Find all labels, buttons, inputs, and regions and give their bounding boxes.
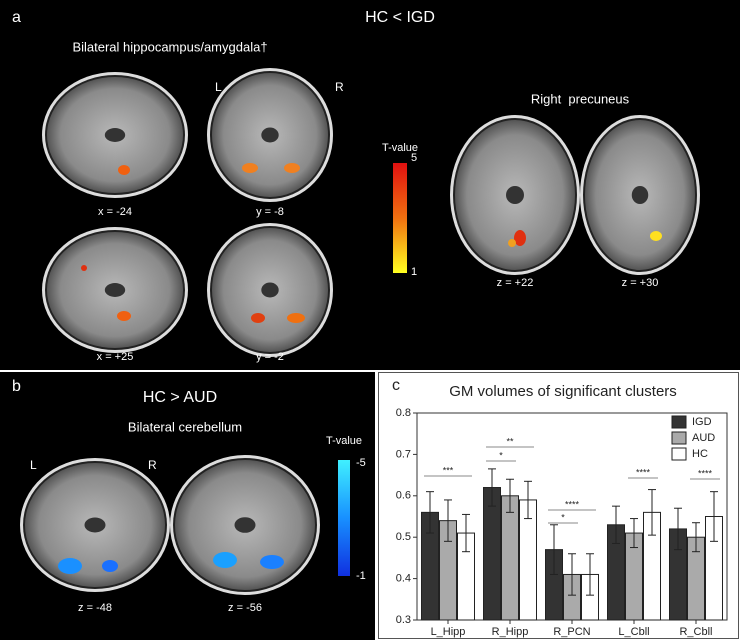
legend-swatch [671, 447, 687, 461]
activation-blob [58, 558, 82, 574]
bar [501, 495, 519, 621]
y-tick-label: 0.7 [396, 448, 411, 460]
ventricle [261, 127, 279, 143]
significance-label: *** [443, 465, 454, 475]
activation-blob [650, 231, 662, 241]
activation-blob [287, 313, 305, 323]
colorbar-label: T-value [326, 435, 362, 447]
y-tick-label: 0.4 [396, 573, 411, 585]
legend-label: AUD [692, 432, 715, 444]
slice-caption: z = +22 [497, 277, 534, 289]
slice-caption: z = -48 [78, 602, 112, 614]
activation-blob [251, 313, 265, 323]
ventricle [234, 517, 256, 533]
x-tick-label: L_Cbll [618, 626, 649, 638]
x-tick-label: R_PCN [553, 626, 590, 638]
ventricle [84, 517, 106, 533]
colorbar-tick: 5 [411, 152, 417, 164]
legend-label: HC [692, 448, 708, 460]
region-title: Right precuneus [531, 91, 630, 106]
y-tick-label: 0.8 [396, 407, 411, 419]
significance-label: * [499, 450, 503, 460]
bar [483, 487, 501, 621]
y-tick-label: 0.3 [396, 614, 411, 626]
activation-blob [102, 560, 118, 572]
side-label: R [148, 458, 157, 472]
legend-swatch [671, 415, 687, 429]
x-tick-label: R_Hipp [492, 626, 529, 638]
ventricle [506, 186, 524, 204]
x-tick-label: L_Hipp [431, 626, 466, 638]
panel-title: HC < IGD [365, 9, 435, 26]
y-tick-label: 0.5 [396, 531, 411, 543]
brain-images [20, 68, 700, 595]
activation-blob [117, 311, 131, 321]
colorbar-b [338, 460, 350, 576]
ventricle [261, 282, 279, 298]
colorbar-tick: -1 [356, 570, 366, 582]
ventricle [631, 186, 649, 204]
activation-blob [508, 239, 516, 247]
activation-blob [242, 163, 258, 173]
activation-blob [213, 552, 237, 568]
slice-caption: x = +25 [97, 351, 134, 363]
panel-label: c [392, 377, 400, 394]
panel-title: HC > AUD [143, 389, 217, 406]
slice-caption: z = +30 [622, 277, 659, 289]
panel-subtitle: Bilateral cerebellum [128, 419, 242, 434]
side-label: L [215, 80, 222, 94]
colorbar-label: T-value [382, 142, 418, 154]
activation-blob [514, 230, 526, 246]
ventricle [104, 283, 126, 297]
legend-swatch [671, 431, 687, 445]
significance-label: **** [565, 499, 580, 509]
bar-chart: 0.3 0.4 0.5 0.6 0.7 0.8 L_Hipp R_Hipp R_PCN L_Cbl… [396, 407, 728, 638]
slice-caption: y = -8 [256, 206, 284, 218]
slice-caption: y = -2 [256, 351, 284, 363]
colorbar-tick: 1 [411, 266, 417, 278]
significance-label: ** [506, 436, 514, 446]
chart-title: GM volumes of significant clusters [449, 383, 677, 400]
y-tick-label: 0.6 [396, 490, 411, 502]
activation-blob [118, 165, 130, 175]
panel-label: a [12, 9, 21, 26]
activation-blob [81, 265, 87, 271]
significance-label: **** [698, 468, 713, 478]
colorbar-tick: -5 [356, 457, 366, 469]
panel-subtitle: Bilateral hippocampus/amygdala† [72, 39, 267, 54]
slice-caption: z = -56 [228, 602, 262, 614]
activation-blob [284, 163, 300, 173]
side-label: L [30, 458, 37, 472]
legend-label: IGD [692, 416, 712, 428]
significance-label: **** [636, 467, 651, 477]
slice-caption: x = -24 [98, 206, 132, 218]
panel-label: b [12, 378, 21, 395]
colorbar-a [393, 163, 407, 273]
significance-label: * [561, 512, 565, 522]
activation-blob [260, 555, 284, 569]
x-tick-label: R_Cbll [679, 626, 712, 638]
side-label: R [335, 80, 344, 94]
ventricle [104, 128, 126, 142]
